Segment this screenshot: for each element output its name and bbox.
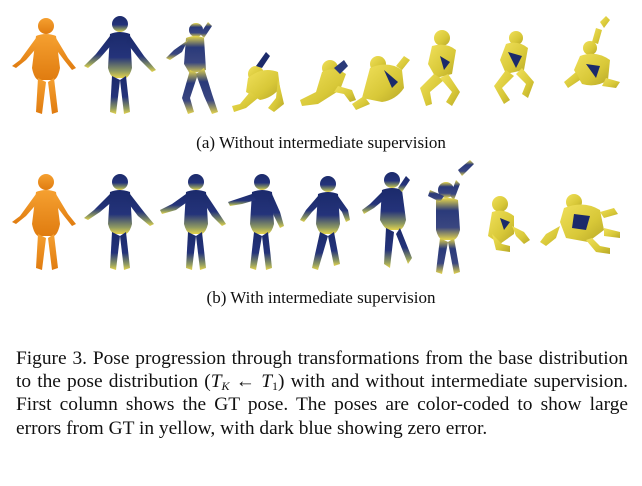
- pose-yellow-crawling: [540, 194, 620, 254]
- caption-text-before: Figure 3. Pose progression through trans…: [16, 348, 628, 393]
- pose-yellow-kneeling: [352, 56, 410, 110]
- row-b-poses: [12, 160, 620, 274]
- figure-row-b: [0, 160, 642, 282]
- pose-yellow-bent: [494, 31, 534, 104]
- pose-yellow-reclined: [300, 60, 356, 106]
- pose-yellow-crouch: [232, 52, 284, 112]
- figure-caption: Figure 3. Pose progression through trans…: [16, 347, 628, 440]
- pose-blue-stepping: [362, 172, 412, 268]
- math-T-K: T: [210, 371, 222, 393]
- pose-gt-orange-b: [12, 174, 76, 270]
- math-sub-1: 1: [271, 379, 278, 394]
- pose-yellow-crouch-b: [488, 196, 530, 252]
- figure-row-a: [0, 8, 642, 126]
- pose-yellow-curled: [564, 16, 620, 88]
- row-a-poses: [12, 16, 620, 114]
- pose-blue-yellow-arm-up: [428, 160, 474, 274]
- pose-blue-standing: [84, 16, 156, 114]
- subcaption-a: (a) Without intermediate supervision: [196, 133, 446, 152]
- math-T-1: T: [261, 371, 272, 393]
- pose-blue-yellow-walking: [166, 22, 218, 114]
- math-sub-K: K: [221, 379, 230, 394]
- pose-blue-walking: [300, 176, 350, 270]
- caption-math: TK ← T1: [211, 371, 278, 392]
- subcaption-b: (b) With intermediate supervision: [206, 288, 436, 307]
- caption-text-after: ) with and without intermediate supervis…: [16, 371, 628, 439]
- pose-blue-standing-b: [84, 174, 154, 270]
- pose-yellow-twisted: [420, 30, 460, 106]
- pose-gt-orange: [12, 18, 76, 114]
- math-arrow: ←: [229, 371, 262, 393]
- pose-blue-arm-out: [228, 174, 284, 270]
- pose-blue-standing-2: [160, 174, 226, 270]
